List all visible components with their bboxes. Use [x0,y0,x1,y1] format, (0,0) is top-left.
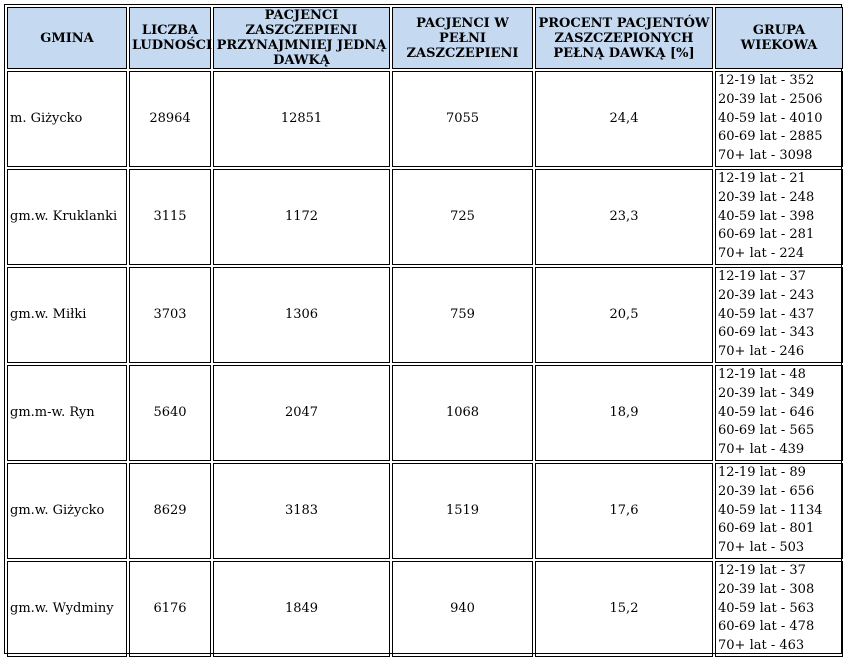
age-group-line: 12-19 lat - 37 [718,268,806,284]
cell-procent: 18,9 [535,364,713,461]
cell-w-pelni: 1068 [392,364,533,461]
cell-gmina: gm.m-w. Ryn [7,364,127,461]
cell-jedna-dawka: 1849 [213,560,390,657]
cell-grupa-wiekowa: 12-19 lat - 37 20-39 lat - 243 40-59 lat -… [715,266,843,363]
cell-grupa-wiekowa: 12-19 lat - 21 20-39 lat - 248 40-59 lat -… [715,168,843,265]
cell-procent: 15,2 [535,560,713,657]
age-group-line: 60-69 lat - 478 [718,619,815,635]
age-group-line: 12-19 lat - 48 [718,366,806,382]
age-group-line: 12-19 lat - 89 [718,464,806,480]
cell-grupa-wiekowa: 12-19 lat - 48 20-39 lat - 349 40-59 lat -… [715,364,843,461]
cell-grupa-wiekowa: 12-19 lat - 37 20-39 lat - 308 40-59 lat -… [715,560,843,657]
age-group-line: 20-39 lat - 656 [718,483,815,499]
table-row: gm.w. Kruklanki 3115 1172 725 23,3 12-19 lat … [7,168,843,265]
age-group-line: 40-59 lat - 398 [718,208,815,224]
age-group-line: 40-59 lat - 1134 [718,502,823,518]
age-group-line: 20-39 lat - 243 [718,287,815,303]
cell-procent: 24,4 [535,71,713,167]
age-group-line: 60-69 lat - 343 [718,325,815,341]
age-group-line: 40-59 lat - 646 [718,404,815,420]
table-row: gm.w. Miłki 3703 1306 759 20,5 12-19 lat - 37… [7,266,843,363]
table-row: gm.w. Wydminy 6176 1849 940 15,2 12-19 lat - … [7,560,843,657]
cell-ludnosc: 3115 [129,168,211,265]
age-group-line: 20-39 lat - 349 [718,385,815,401]
vaccination-table: GMINA LICZBA LUDNOŚCI PACJENCI ZASZCZEPI… [5,5,845,659]
cell-w-pelni: 940 [392,560,533,657]
cell-gmina: gm.w. Kruklanki [7,168,127,265]
age-group-line: 60-69 lat - 2885 [718,129,823,145]
cell-gmina: gm.w. Miłki [7,266,127,363]
age-group-line: 12-19 lat - 21 [718,170,806,186]
table-row: gm.m-w. Ryn 5640 2047 1068 18,9 12-19 lat - 4… [7,364,843,461]
table-row: m. Giżycko 28964 12851 7055 24,4 12-19 lat - … [7,71,843,167]
age-group-line: 40-59 lat - 4010 [718,110,823,126]
header-procent: PROCENT PACJENTÓW ZASZCZEPIONYCH PEŁNĄ D… [535,7,713,69]
cell-gmina: gm.w. Wydminy [7,560,127,657]
cell-ludnosc: 28964 [129,71,211,167]
age-group-line: 70+ lat - 3098 [718,148,813,164]
age-group-line: 60-69 lat - 801 [718,521,815,537]
table-body: m. Giżycko 28964 12851 7055 24,4 12-19 lat - … [7,71,843,657]
cell-w-pelni: 725 [392,168,533,265]
age-group-line: 20-39 lat - 248 [718,189,815,205]
cell-gmina: m. Giżycko [7,71,127,167]
cell-jedna-dawka: 1306 [213,266,390,363]
age-group-line: 20-39 lat - 2506 [718,91,823,107]
age-group-line: 40-59 lat - 437 [718,306,815,322]
age-group-line: 70+ lat - 246 [718,344,805,360]
header-jedna-dawka: PACJENCI ZASZCZEPIENI PRZYNAJMNIEJ JEDNĄ… [213,7,390,69]
header-grupa-wiekowa: GRUPA WIEKOWA [715,7,843,69]
cell-grupa-wiekowa: 12-19 lat - 89 20-39 lat - 656 40-59 lat -… [715,462,843,559]
cell-procent: 17,6 [535,462,713,559]
cell-ludnosc: 3703 [129,266,211,363]
cell-jedna-dawka: 3183 [213,462,390,559]
cell-w-pelni: 759 [392,266,533,363]
cell-procent: 20,5 [535,266,713,363]
cell-ludnosc: 8629 [129,462,211,559]
age-group-line: 70+ lat - 503 [718,540,805,556]
cell-ludnosc: 5640 [129,364,211,461]
age-group-line: 70+ lat - 439 [718,442,805,458]
cell-jedna-dawka: 1172 [213,168,390,265]
header-row: GMINA LICZBA LUDNOŚCI PACJENCI ZASZCZEPI… [7,7,843,69]
cell-procent: 23,3 [535,168,713,265]
cell-w-pelni: 1519 [392,462,533,559]
age-group-line: 70+ lat - 463 [718,638,805,654]
age-group-line: 40-59 lat - 563 [718,600,815,616]
age-group-line: 70+ lat - 224 [718,246,805,262]
header-gmina: GMINA [7,7,127,69]
cell-jedna-dawka: 2047 [213,364,390,461]
cell-gmina: gm.w. Giżycko [7,462,127,559]
age-group-line: 60-69 lat - 281 [718,227,815,243]
age-group-line: 60-69 lat - 565 [718,423,815,439]
cell-w-pelni: 7055 [392,71,533,167]
cell-grupa-wiekowa: 12-19 lat - 352 20-39 lat - 2506 40-59 lat… [715,71,843,167]
header-w-pelni: PACJENCI W PEŁNI ZASZCZEPIENI [392,7,533,69]
vaccination-table-frame: GMINA LICZBA LUDNOŚCI PACJENCI ZASZCZEPI… [4,4,843,657]
table-row: gm.w. Giżycko 8629 3183 1519 17,6 12-19 lat -… [7,462,843,559]
age-group-line: 20-39 lat - 308 [718,581,815,597]
age-group-line: 12-19 lat - 37 [718,562,806,578]
cell-jedna-dawka: 12851 [213,71,390,167]
age-group-line: 12-19 lat - 352 [718,73,815,88]
header-ludnosc: LICZBA LUDNOŚCI [129,7,212,69]
cell-ludnosc: 6176 [129,560,211,657]
